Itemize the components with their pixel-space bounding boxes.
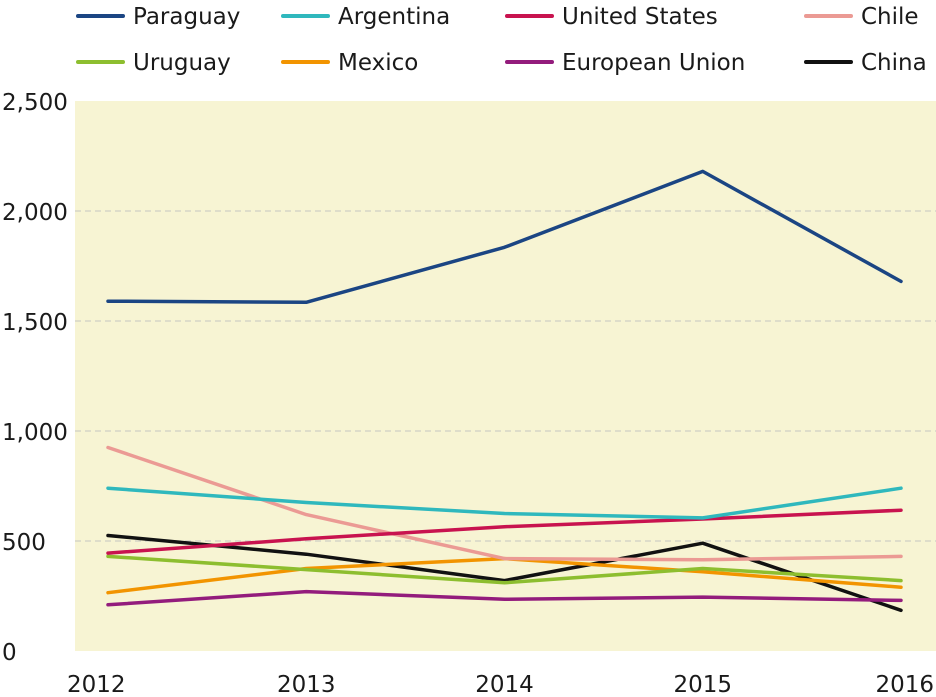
- gridlines: [75, 210, 936, 542]
- legend-label: Mexico: [338, 50, 418, 76]
- series-line-chile: [106, 445, 903, 562]
- legend-item: Argentina: [281, 4, 450, 30]
- legend-label: European Union: [562, 50, 745, 76]
- legend-label: United States: [562, 4, 718, 30]
- series-line-european-union: [106, 589, 903, 607]
- x-tick-label: 2016: [875, 672, 934, 697]
- legend-label: Uruguay: [133, 50, 231, 76]
- legend-item: Paraguay: [76, 4, 240, 30]
- series-line-paraguay: [106, 169, 903, 305]
- y-tick-label: 2,500: [2, 90, 68, 116]
- x-tick-label: 2014: [475, 672, 534, 697]
- x-axis-tick-labels: 2012 2013 2014 2015 2016: [67, 672, 934, 697]
- legend-item: Uruguay: [76, 50, 231, 76]
- legend-label: Argentina: [338, 4, 450, 30]
- legend-item: European Union: [505, 50, 745, 76]
- legend-item: United States: [505, 4, 718, 30]
- series-line-argentina: [106, 486, 903, 520]
- y-tick-label: 2,000: [2, 200, 68, 226]
- x-tick-label: 2013: [277, 672, 336, 697]
- y-tick-label: 0: [2, 640, 17, 666]
- series-line-uruguay: [106, 554, 903, 585]
- y-tick-label: 1,500: [2, 310, 68, 336]
- y-tick-label: 1,000: [2, 420, 68, 446]
- series-line-united-states: [106, 508, 903, 555]
- y-axis-tick-labels: 0 500 1,000 1,500 2,000 2,500: [2, 90, 68, 666]
- legend-item: China: [804, 50, 927, 76]
- series-line-china: [106, 533, 903, 613]
- x-tick-label: 2012: [67, 672, 126, 697]
- chart-legend: Paraguay Argentina United States Chile Urugu…: [76, 4, 927, 76]
- legend-label: China: [861, 50, 927, 76]
- legend-label: Paraguay: [133, 4, 240, 30]
- legend-label: Chile: [861, 4, 919, 30]
- plot-area: [75, 101, 936, 651]
- legend-item: Chile: [804, 4, 919, 30]
- y-tick-label: 500: [2, 530, 46, 556]
- series-lines: [106, 169, 903, 613]
- x-tick-label: 2015: [673, 672, 732, 697]
- legend-item: Mexico: [281, 50, 418, 76]
